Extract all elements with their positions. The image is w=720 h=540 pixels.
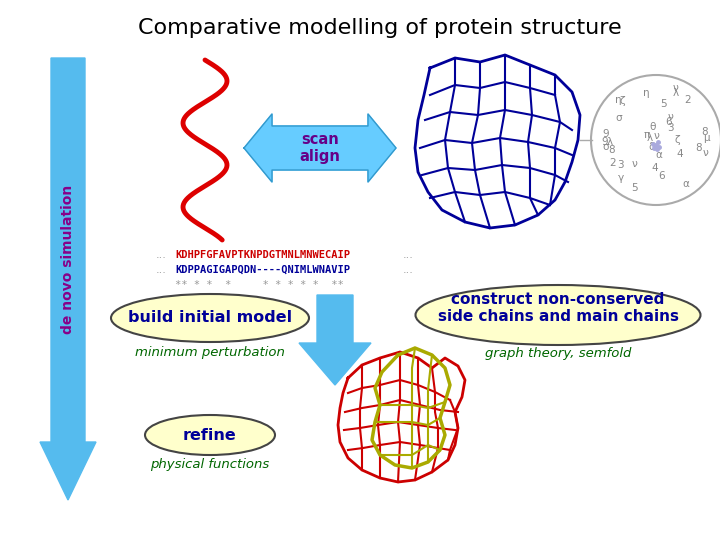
Text: de novo simulation: de novo simulation — [61, 184, 75, 334]
Text: γ: γ — [618, 173, 624, 183]
Ellipse shape — [145, 415, 275, 455]
Text: λ: λ — [607, 137, 613, 147]
Text: build initial model: build initial model — [128, 310, 292, 326]
Text: δ: δ — [648, 141, 654, 152]
Text: graph theory, semfold: graph theory, semfold — [485, 347, 631, 360]
Text: 9: 9 — [602, 129, 609, 139]
Text: ζ: ζ — [675, 135, 680, 145]
Text: 6: 6 — [658, 171, 665, 181]
Ellipse shape — [415, 285, 701, 345]
Text: refine: refine — [183, 428, 237, 442]
Text: 6: 6 — [665, 117, 672, 126]
Text: minimum perturbation: minimum perturbation — [135, 346, 285, 359]
Text: η: η — [615, 95, 621, 105]
Text: scan
align: scan align — [300, 132, 341, 164]
Polygon shape — [244, 114, 396, 182]
Text: α: α — [655, 150, 662, 160]
Text: θ: θ — [649, 122, 655, 132]
Text: ν: ν — [654, 131, 660, 141]
Text: 9: 9 — [601, 137, 608, 147]
Text: σ: σ — [603, 141, 609, 152]
Ellipse shape — [111, 294, 309, 342]
Text: ν: ν — [668, 112, 674, 122]
Text: ζ: ζ — [619, 96, 625, 106]
Text: α: α — [683, 179, 690, 190]
Text: σ: σ — [615, 112, 621, 123]
Text: 4: 4 — [651, 163, 658, 173]
Text: ν: ν — [631, 159, 637, 169]
Text: 3: 3 — [667, 123, 674, 133]
Text: η: η — [644, 88, 650, 98]
Text: π: π — [643, 130, 649, 140]
Text: construct non-conserved
side chains and main chains: construct non-conserved side chains and … — [438, 292, 678, 324]
Text: ν: ν — [703, 148, 708, 158]
Text: 5: 5 — [631, 183, 638, 193]
Polygon shape — [299, 295, 371, 385]
Text: ...: ... — [403, 250, 414, 260]
Text: 8: 8 — [696, 143, 702, 153]
Text: ** * *  *     * * * * *  **: ** * * * * * * * * ** — [175, 280, 343, 290]
Text: physical functions: physical functions — [150, 458, 269, 471]
Text: 8: 8 — [608, 145, 615, 155]
Text: ...: ... — [403, 265, 414, 275]
Text: ν: ν — [672, 83, 678, 93]
Text: Comparative modelling of protein structure: Comparative modelling of protein structu… — [138, 18, 622, 38]
Text: 4: 4 — [677, 149, 683, 159]
Text: λ: λ — [647, 133, 653, 143]
Text: KDPPAGIGAPQDN----QNIMLWNAVIP: KDPPAGIGAPQDN----QNIMLWNAVIP — [175, 265, 350, 275]
Text: λ: λ — [672, 88, 679, 98]
Text: 2: 2 — [610, 158, 616, 168]
Text: 5: 5 — [660, 99, 667, 109]
Text: μ: μ — [703, 133, 710, 143]
Polygon shape — [40, 58, 96, 500]
Text: 3: 3 — [617, 160, 624, 170]
Text: ...: ... — [156, 250, 167, 260]
Text: 8: 8 — [701, 126, 708, 137]
Text: ...: ... — [156, 265, 167, 275]
Text: 2: 2 — [684, 95, 691, 105]
Text: KDHPFGFAVPTKNPDGTMNLMNWECAIP: KDHPFGFAVPTKNPDGTMNLMNWECAIP — [175, 250, 350, 260]
